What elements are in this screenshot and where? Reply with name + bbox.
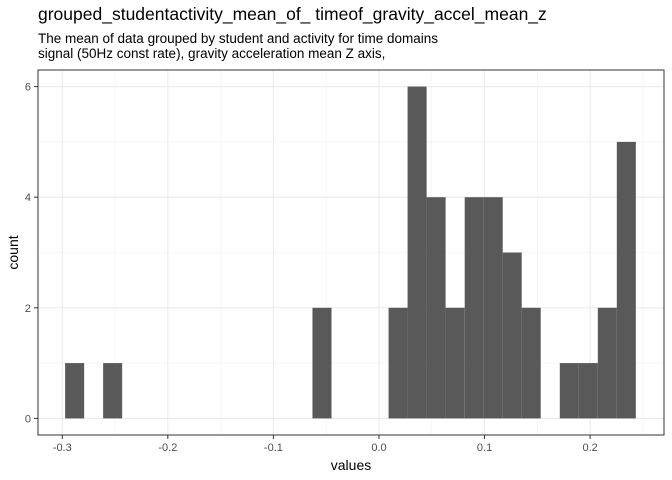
x-tick-label: 0.0: [371, 442, 386, 454]
y-tick-label: 4: [25, 192, 31, 204]
histogram-bar: [407, 86, 427, 419]
histogram-bar: [559, 363, 579, 419]
x-tick-label: -0.1: [264, 442, 283, 454]
major-gridlines: [38, 70, 664, 435]
histogram-bar: [426, 197, 446, 419]
histogram-bar: [388, 307, 408, 419]
histogram-bars: [65, 86, 636, 419]
histogram-bar: [65, 363, 85, 419]
x-tick-label: 0.2: [582, 442, 597, 454]
histogram-bar: [445, 307, 465, 419]
histogram-bar: [578, 363, 598, 419]
histogram-bar: [103, 363, 123, 419]
x-axis: -0.3 -0.2 -0.1 0.0 0.1 0.2: [53, 435, 598, 454]
x-tick-label: -0.3: [53, 442, 72, 454]
minor-gridlines: [38, 70, 664, 435]
x-tick-label: 0.1: [477, 442, 492, 454]
y-tick-label: 0: [25, 413, 31, 425]
x-axis-title: values: [331, 457, 371, 473]
histogram-bar: [616, 141, 636, 419]
subtitle-line-2: signal (50Hz const rate), gravity accele…: [38, 46, 386, 61]
histogram-bar: [483, 197, 503, 419]
y-tick-label: 2: [25, 303, 31, 315]
panel-border: [37, 69, 665, 436]
subtitle-line-1: The mean of data grouped by student and …: [38, 31, 438, 46]
y-axis: 0 2 4 6: [25, 82, 38, 425]
histogram-bar: [597, 307, 617, 419]
y-tick-label: 6: [25, 82, 31, 94]
histogram-bar: [312, 307, 332, 419]
histogram-bar: [521, 307, 541, 419]
histogram-bar: [502, 252, 522, 419]
x-tick-label: -0.2: [158, 442, 177, 454]
chart-title: grouped_studentactivity_mean_of_ timeof_…: [38, 4, 547, 24]
histogram-bar: [464, 197, 484, 419]
chart-subtitle: The mean of data grouped by student and …: [38, 31, 438, 61]
y-axis-title: count: [5, 235, 21, 269]
